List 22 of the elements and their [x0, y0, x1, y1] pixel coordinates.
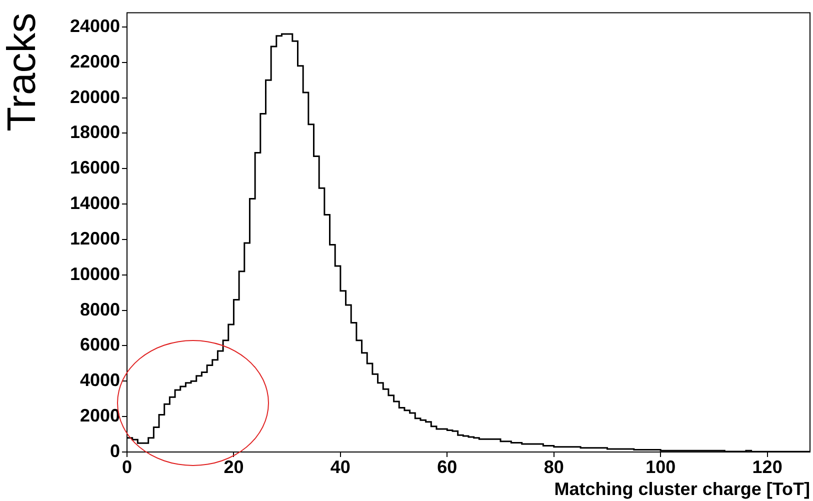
x-tick-label: 40: [330, 456, 350, 477]
y-tick-label: 4000: [80, 370, 120, 390]
y-tick-label: 16000: [70, 158, 120, 178]
x-tick-label: 0: [122, 456, 132, 477]
y-tick-label: 24000: [70, 16, 120, 36]
y-tick-label: 18000: [70, 122, 120, 142]
y-tick-label: 14000: [70, 193, 120, 214]
y-tick-label: 0: [110, 440, 120, 461]
y-tick-label: 10000: [70, 264, 120, 284]
y-tick-label: 20000: [70, 86, 120, 107]
y-tick-label: 8000: [80, 299, 120, 320]
x-tick-label: 80: [544, 456, 564, 477]
y-tick-label: 6000: [80, 334, 120, 355]
y-tick-label: 22000: [70, 51, 120, 72]
x-tick-label: 120: [752, 456, 782, 477]
x-tick-label: 100: [646, 456, 676, 477]
y-tick-label: 12000: [70, 228, 120, 248]
y-tick-label: 2000: [80, 406, 120, 426]
x-tick-label: 20: [224, 456, 244, 477]
y-axis-title: Tracks: [0, 12, 44, 132]
x-tick-label: 60: [437, 456, 458, 477]
x-axis-title: Matching cluster charge [ToT]: [554, 479, 810, 500]
